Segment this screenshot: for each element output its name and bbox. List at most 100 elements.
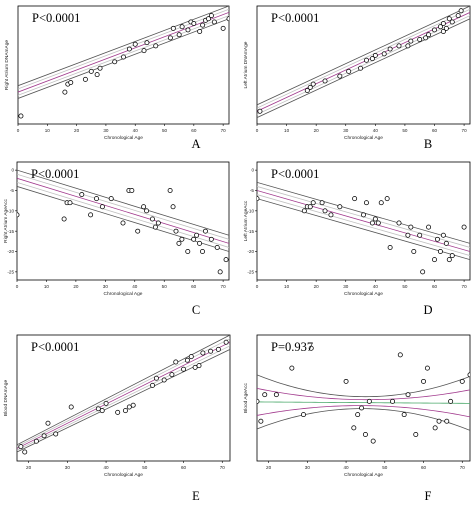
data-point (369, 220, 375, 226)
y-tick-label: -10 (247, 208, 254, 213)
data-point (79, 192, 85, 198)
x-tick-label: 60 (421, 465, 427, 470)
data-point (359, 405, 365, 411)
x-tick-label: 70 (221, 128, 227, 133)
data-point (307, 204, 313, 210)
data-point (223, 257, 229, 263)
p-value: P<0.0001 (31, 340, 79, 354)
data-point (223, 339, 229, 345)
data-point (322, 208, 328, 214)
data-point (421, 378, 427, 384)
data-point (18, 113, 24, 119)
data-point (446, 257, 452, 263)
data-point (401, 412, 407, 418)
data-point (97, 65, 103, 71)
data-point (355, 412, 361, 418)
x-tick-label: 40 (132, 284, 138, 289)
data-point (202, 228, 208, 234)
x-tick-label: 30 (305, 465, 311, 470)
data-point (45, 420, 51, 426)
data-point (384, 196, 390, 202)
data-point (352, 196, 358, 202)
y-tick-label: -15 (7, 229, 14, 234)
y-tick-label: -20 (7, 249, 14, 254)
x-tick-label: 60 (432, 284, 438, 289)
data-point (417, 37, 423, 42)
x-axis-title: Chronological Age (344, 291, 383, 297)
data-point (411, 249, 417, 254)
x-tick-label: 70 (460, 465, 466, 470)
data-point (217, 269, 223, 275)
data-point (220, 25, 226, 31)
x-tick-label: 10 (44, 284, 50, 289)
data-point (432, 257, 437, 263)
data-point (362, 431, 368, 437)
data-point (197, 240, 203, 246)
data-point (358, 65, 364, 71)
panel-letter: E (192, 489, 200, 503)
x-tick-label: 20 (314, 284, 320, 289)
data-point (150, 382, 156, 388)
data-point (337, 204, 343, 210)
data-point (448, 398, 454, 404)
data-point (115, 409, 121, 415)
y-axis-title: Left Atrium DNAmAge (243, 41, 249, 88)
panel-c: 0 10 20 30 40 50 60 70 0 -5 -10 -15 -20 -25 Chronologi… (3, 161, 230, 317)
data-point (188, 354, 194, 360)
x-tick-label: 50 (162, 128, 168, 133)
panel-letter: C (192, 303, 200, 317)
data-point (214, 244, 220, 250)
data-point (300, 412, 306, 418)
plot-area (257, 345, 470, 444)
data-point (258, 418, 264, 424)
plot-area (18, 6, 229, 119)
data-point (301, 208, 307, 214)
data-point (144, 208, 150, 214)
fit-line (17, 335, 230, 446)
fit-line (257, 6, 470, 106)
y-tick-label: -20 (247, 249, 254, 254)
fit-line (17, 345, 230, 451)
data-point (17, 212, 20, 218)
data-point (363, 200, 369, 206)
data-point (328, 212, 334, 218)
x-tick-label: 60 (191, 284, 197, 289)
data-point (88, 212, 94, 218)
data-point (130, 402, 136, 408)
x-tick-label: 10 (284, 284, 290, 289)
data-point (413, 431, 419, 437)
data-point (434, 236, 440, 242)
data-point (18, 444, 24, 450)
x-tick-label: 0 (256, 284, 259, 289)
data-point (381, 51, 387, 57)
data-point (378, 200, 384, 206)
x-tick-label: 30 (65, 465, 71, 470)
data-point (351, 425, 357, 431)
data-point (152, 224, 158, 230)
x-tick-label: 20 (26, 465, 32, 470)
panel-a: 0 10 20 30 40 50 60 70 Chronological Age Right At… (4, 5, 230, 151)
x-axis-title: Chronological Age (344, 472, 383, 478)
x-tick-label: 20 (314, 128, 320, 133)
data-point (173, 228, 179, 234)
data-point (361, 212, 366, 218)
data-point (179, 236, 185, 242)
data-point (346, 68, 352, 74)
p-value: P<0.0001 (32, 11, 80, 25)
y-axis-title: Right Atrium DNAmAge (4, 40, 10, 90)
x-tick-label: 40 (133, 128, 139, 133)
data-point (273, 392, 279, 398)
data-point (319, 200, 325, 206)
data-point (200, 22, 206, 28)
data-point (437, 249, 443, 254)
data-point (167, 35, 173, 41)
data-point (405, 392, 411, 398)
data-point (307, 84, 313, 90)
fit-line (257, 18, 470, 118)
data-point (208, 348, 214, 354)
plot-area (17, 169, 229, 275)
x-tick-label: 50 (162, 284, 168, 289)
x-tick-label: 60 (191, 128, 197, 133)
data-point (103, 400, 109, 406)
data-point (443, 25, 449, 31)
